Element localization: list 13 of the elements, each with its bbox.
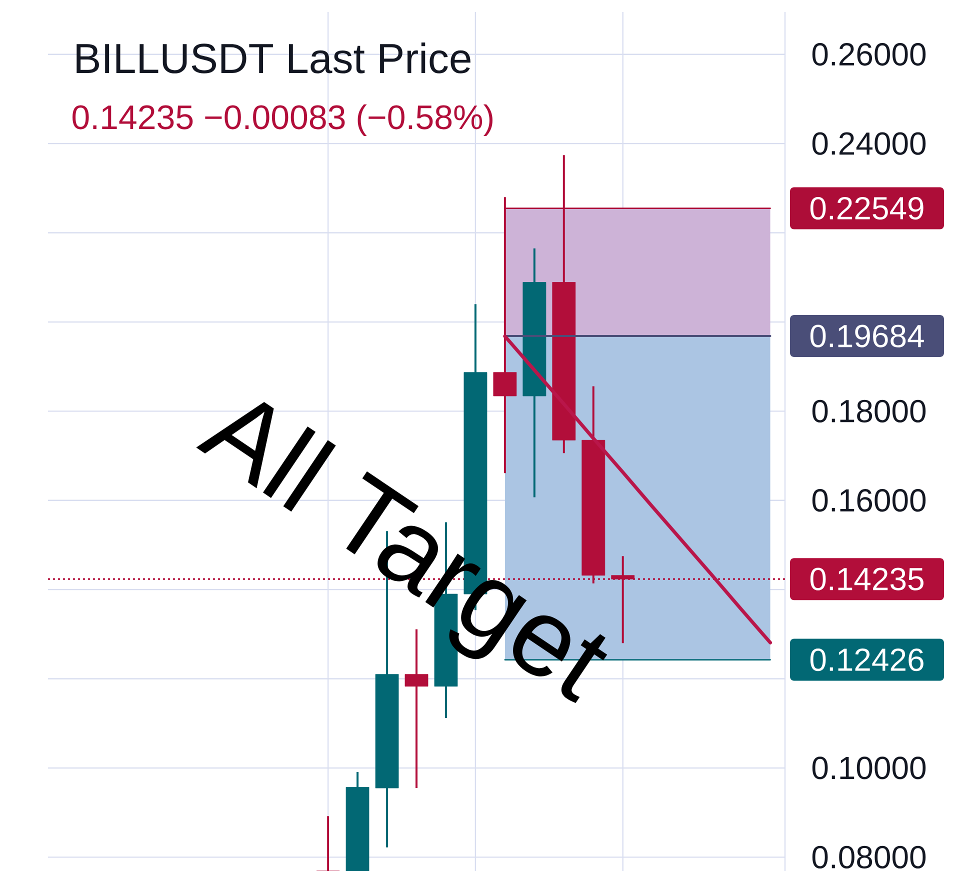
y-tick-label: 0.16000 xyxy=(812,489,926,512)
ref-line-label: 0.14235 xyxy=(810,568,924,590)
data-label: 0.22549 xyxy=(810,196,924,220)
text: 0.14235 −0.00083 (−0.58%) xyxy=(72,104,492,136)
y-tick-label: 0.10000 xyxy=(812,756,926,780)
data-label: 0.12426 xyxy=(810,648,924,672)
text: BILLUSDT Last Price xyxy=(76,42,470,74)
candlestick xyxy=(316,815,340,871)
y-tick-label: 0.08000 xyxy=(812,846,926,869)
y-tick-label: 0.26000 xyxy=(812,43,926,66)
y-tick-label: 0.18000 xyxy=(812,400,926,422)
data-label: 0.19684 xyxy=(810,324,924,348)
y-tick-label: 0.24000 xyxy=(812,132,926,155)
